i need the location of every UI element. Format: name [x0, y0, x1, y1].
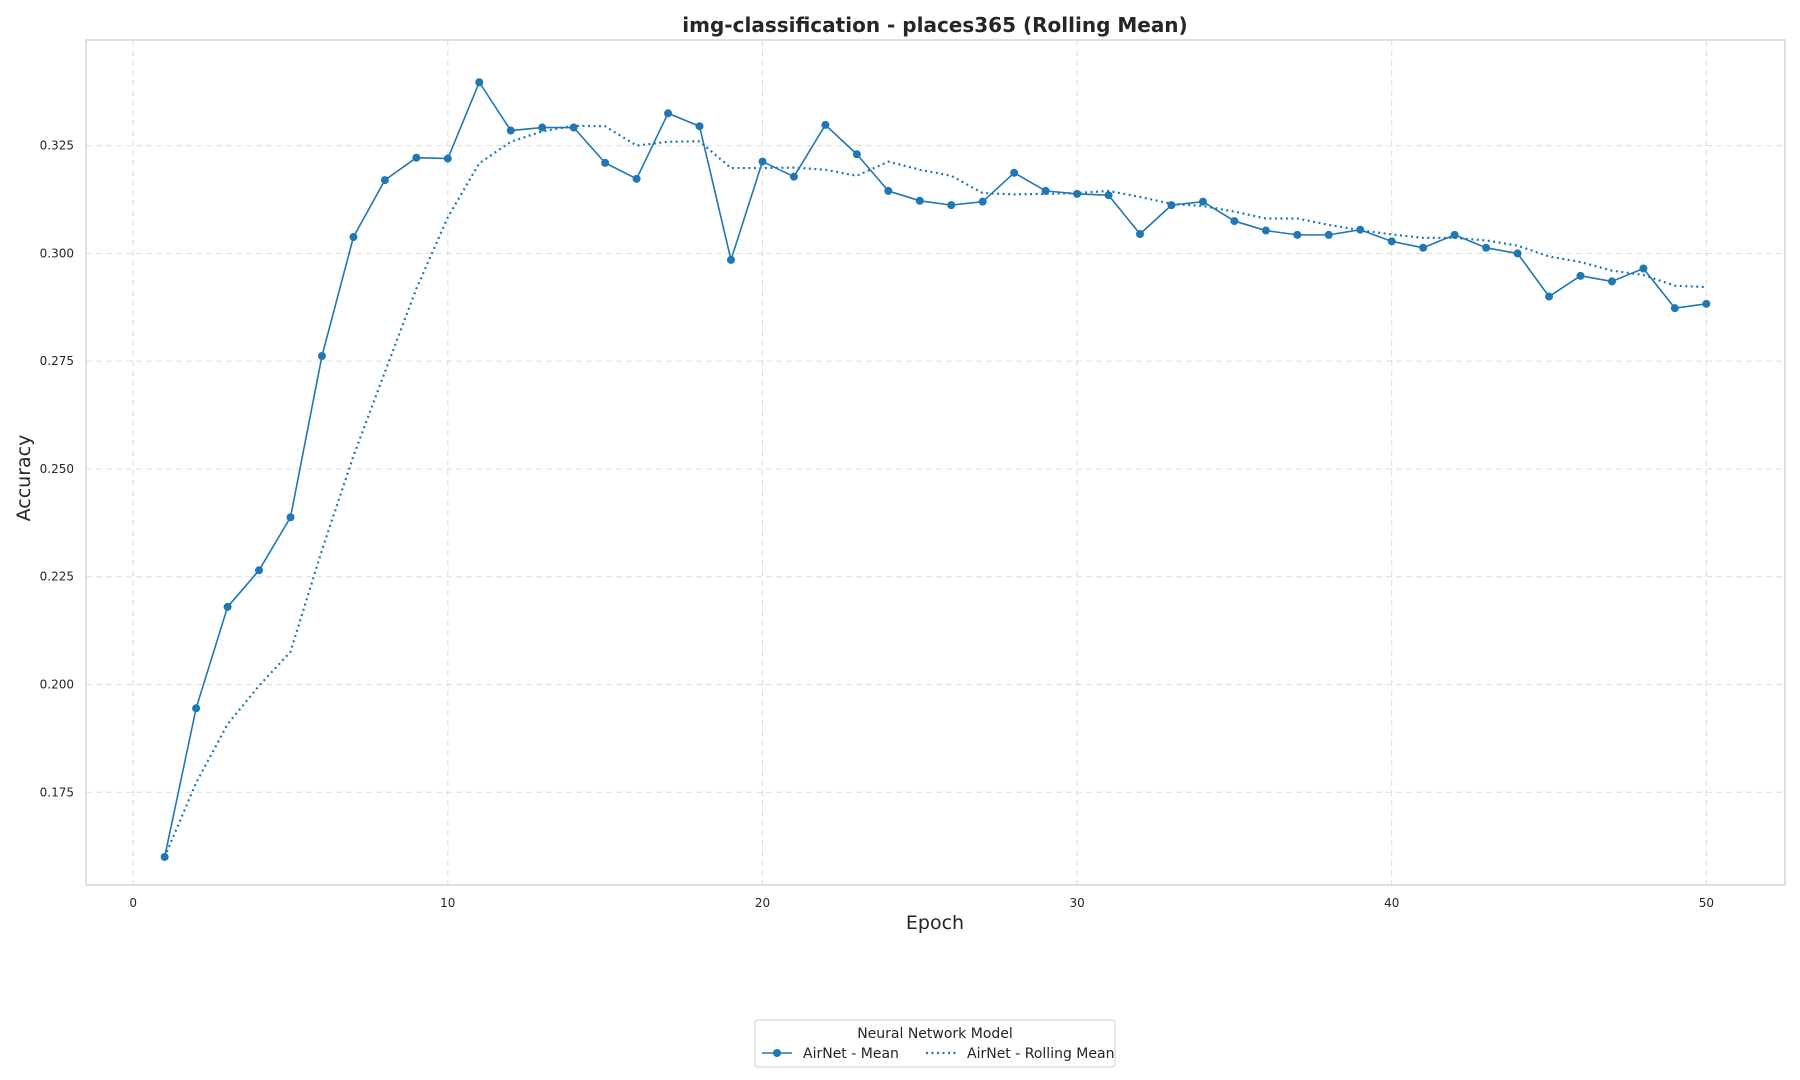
x-axis-ticks: 0 10 20 30 40 50 — [129, 896, 1714, 910]
plot-frame — [85, 39, 1786, 886]
data-point-mean — [1419, 243, 1428, 252]
data-point-mean — [192, 704, 201, 713]
legend-swatch-mean-marker — [773, 1049, 781, 1057]
y-axis-label: Accuracy — [13, 435, 35, 522]
data-point-mean — [380, 176, 389, 185]
data-point-mean — [1607, 277, 1616, 286]
data-point-mean — [506, 126, 515, 135]
data-point-mean — [475, 78, 484, 87]
x-tick-label: 30 — [1069, 896, 1084, 910]
data-point-mean — [601, 158, 610, 167]
series-line-rolling-mean — [163, 124, 1707, 858]
data-point-mean — [789, 172, 798, 181]
data-point-mean — [1513, 249, 1522, 258]
data-point-mean — [1450, 230, 1459, 239]
legend-frame — [754, 1019, 1116, 1068]
data-point-mean — [412, 153, 421, 162]
data-point-mean — [1576, 271, 1585, 280]
legend-title: Neural Network Model — [857, 1026, 1013, 1042]
x-axis-label: Epoch — [906, 912, 964, 934]
grid — [86, 40, 1785, 885]
data-point-mean — [1293, 230, 1302, 239]
x-tick-label: 50 — [1699, 896, 1714, 910]
data-point-mean — [1198, 197, 1207, 206]
data-point-mean — [821, 120, 830, 129]
data-point-mean — [569, 123, 578, 132]
x-tick-label: 10 — [440, 896, 455, 910]
chart-title: img-classification - places365 (Rolling … — [682, 13, 1187, 37]
y-tick-label: 0.225 — [40, 570, 74, 584]
y-tick-label: 0.200 — [40, 678, 74, 692]
series-group — [160, 78, 1711, 861]
legend-label-mean: AirNet - Mean — [803, 1046, 899, 1062]
legend: Neural Network Model AirNet - Mean AirNe… — [754, 1019, 1116, 1068]
data-point-mean — [443, 154, 452, 163]
data-point-mean — [538, 123, 547, 132]
data-point-mean — [1639, 264, 1648, 273]
data-point-mean — [1356, 225, 1365, 234]
data-point-mean — [1073, 189, 1082, 198]
data-point-mean — [726, 255, 735, 264]
data-point-mean — [1010, 168, 1019, 177]
data-point-mean — [1670, 304, 1679, 313]
data-point-mean — [255, 566, 264, 575]
data-point-mean — [978, 197, 987, 206]
data-point-mean — [1482, 243, 1491, 252]
data-point-mean — [664, 109, 673, 118]
x-tick-label: 20 — [755, 896, 770, 910]
y-tick-label: 0.250 — [40, 462, 74, 476]
data-point-mean — [1261, 226, 1270, 235]
data-point-mean — [1324, 230, 1333, 239]
data-point-mean — [852, 150, 861, 159]
data-point-mean — [695, 122, 704, 131]
data-point-mean — [1167, 201, 1176, 210]
y-tick-label: 0.275 — [40, 354, 74, 368]
data-point-mean — [317, 352, 326, 361]
y-axis-ticks: 0.175 0.200 0.225 0.250 0.275 0.300 0.325 — [40, 139, 74, 800]
x-tick-label: 0 — [129, 896, 137, 910]
data-point-mean — [1104, 191, 1113, 200]
data-point-mean — [632, 174, 641, 183]
legend-label-rolling: AirNet - Rolling Mean — [967, 1046, 1114, 1062]
data-point-mean — [286, 513, 295, 522]
data-point-mean — [758, 157, 767, 166]
data-point-mean — [947, 201, 956, 210]
data-point-mean — [1230, 217, 1239, 226]
y-tick-label: 0.175 — [40, 785, 74, 799]
data-point-mean — [349, 233, 358, 242]
data-point-mean — [1136, 230, 1145, 239]
data-point-mean — [1387, 237, 1396, 246]
x-tick-label: 40 — [1384, 896, 1399, 910]
data-point-mean — [1702, 299, 1711, 308]
data-point-mean — [915, 196, 924, 205]
data-point-mean — [1545, 292, 1554, 301]
data-point-mean — [223, 602, 232, 611]
y-tick-label: 0.325 — [40, 139, 74, 153]
y-tick-label: 0.300 — [40, 246, 74, 260]
data-point-mean — [884, 186, 893, 195]
